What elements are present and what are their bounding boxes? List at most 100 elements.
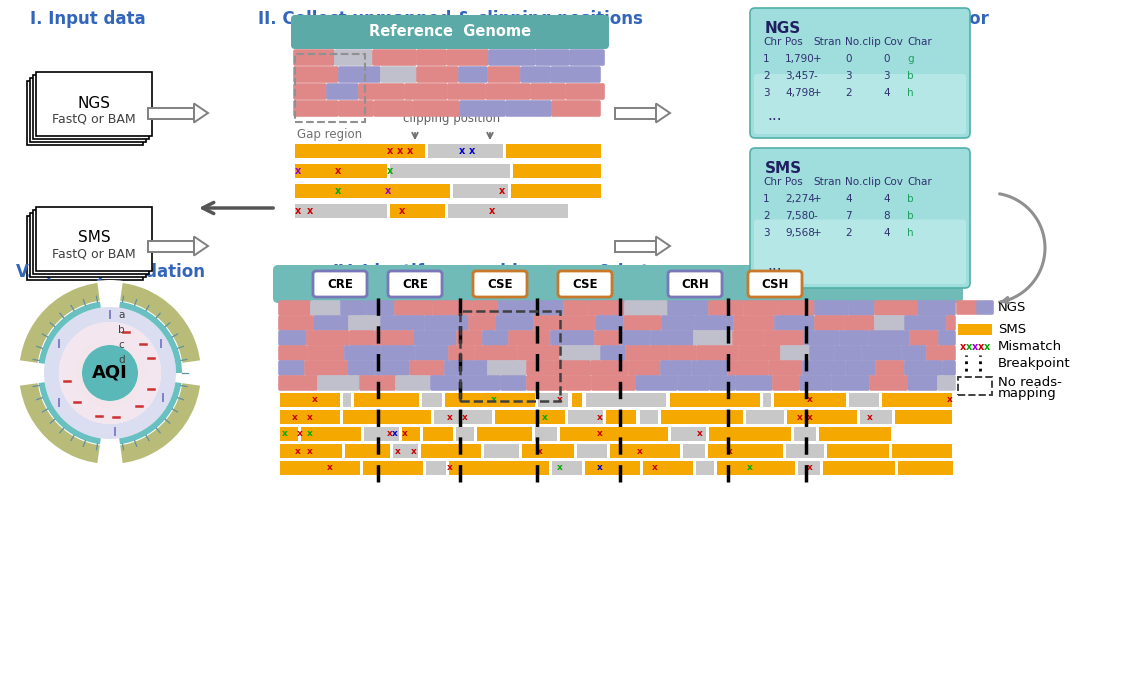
Bar xyxy=(301,427,360,441)
Bar xyxy=(643,461,693,475)
FancyBboxPatch shape xyxy=(533,315,560,331)
Bar xyxy=(794,427,816,441)
FancyBboxPatch shape xyxy=(412,100,459,117)
Bar xyxy=(696,461,714,475)
Text: CSE: CSE xyxy=(487,277,513,290)
FancyBboxPatch shape xyxy=(335,49,373,66)
FancyBboxPatch shape xyxy=(495,315,533,331)
Bar xyxy=(495,410,565,424)
Text: Cov: Cov xyxy=(883,37,903,47)
FancyBboxPatch shape xyxy=(810,345,834,361)
FancyBboxPatch shape xyxy=(374,330,413,346)
Text: x: x xyxy=(395,447,401,456)
Text: 2: 2 xyxy=(844,88,851,98)
FancyBboxPatch shape xyxy=(381,345,416,361)
FancyBboxPatch shape xyxy=(623,315,661,331)
Text: x: x xyxy=(960,342,966,352)
Text: I. Input data: I. Input data xyxy=(30,10,146,28)
Bar xyxy=(683,444,705,458)
FancyBboxPatch shape xyxy=(565,83,605,100)
Bar xyxy=(958,353,992,371)
Bar xyxy=(421,444,481,458)
FancyBboxPatch shape xyxy=(424,315,468,331)
FancyBboxPatch shape xyxy=(843,315,875,331)
Text: x: x xyxy=(537,447,542,456)
FancyBboxPatch shape xyxy=(33,210,149,274)
Text: g: g xyxy=(907,54,914,64)
Text: x: x xyxy=(387,429,393,439)
FancyBboxPatch shape xyxy=(527,360,554,376)
Text: x: x xyxy=(984,342,990,352)
FancyBboxPatch shape xyxy=(394,300,432,316)
FancyBboxPatch shape xyxy=(868,330,910,346)
Text: CSE: CSE xyxy=(573,277,597,290)
Wedge shape xyxy=(18,281,202,465)
Text: CRE: CRE xyxy=(402,277,428,290)
Text: x: x xyxy=(807,464,813,473)
FancyBboxPatch shape xyxy=(904,360,943,376)
Text: x: x xyxy=(307,206,313,216)
Text: +: + xyxy=(813,228,822,238)
Text: x: x xyxy=(411,447,417,456)
Bar xyxy=(363,461,423,475)
Text: Breakpoint: Breakpoint xyxy=(998,357,1070,370)
FancyBboxPatch shape xyxy=(564,300,588,316)
Bar xyxy=(585,461,640,475)
Wedge shape xyxy=(119,302,182,373)
Text: 7: 7 xyxy=(844,211,851,221)
Text: IV. Identify assembly errors & heterozygous position: IV. Identify assembly errors & heterozyg… xyxy=(332,263,827,281)
FancyBboxPatch shape xyxy=(317,375,359,391)
FancyBboxPatch shape xyxy=(448,345,475,361)
Text: 1: 1 xyxy=(763,194,769,204)
FancyBboxPatch shape xyxy=(432,300,473,316)
FancyBboxPatch shape xyxy=(750,148,970,288)
FancyBboxPatch shape xyxy=(565,375,592,391)
Text: Chr: Chr xyxy=(763,37,782,47)
Text: 3: 3 xyxy=(763,228,769,238)
Text: Char: Char xyxy=(907,37,932,47)
Polygon shape xyxy=(194,104,208,123)
Text: II. Collect unmapped & clipping positions: II. Collect unmapped & clipping position… xyxy=(257,10,642,28)
Bar xyxy=(280,393,340,407)
FancyBboxPatch shape xyxy=(710,375,736,391)
FancyBboxPatch shape xyxy=(875,360,905,376)
Wedge shape xyxy=(44,307,176,439)
FancyBboxPatch shape xyxy=(518,345,559,361)
FancyBboxPatch shape xyxy=(459,100,505,117)
FancyBboxPatch shape xyxy=(814,315,843,331)
FancyBboxPatch shape xyxy=(846,360,876,376)
Bar xyxy=(572,393,582,407)
FancyBboxPatch shape xyxy=(489,49,536,66)
Bar xyxy=(343,393,351,407)
Text: No.clip: No.clip xyxy=(844,177,880,187)
Bar xyxy=(670,393,760,407)
Text: x: x xyxy=(597,464,603,473)
FancyBboxPatch shape xyxy=(345,345,381,361)
FancyBboxPatch shape xyxy=(509,330,550,346)
Bar xyxy=(295,184,450,198)
Polygon shape xyxy=(656,104,670,123)
FancyBboxPatch shape xyxy=(348,315,381,331)
Bar xyxy=(456,427,474,441)
FancyBboxPatch shape xyxy=(447,83,486,100)
Bar xyxy=(354,393,419,407)
FancyBboxPatch shape xyxy=(831,375,870,391)
FancyBboxPatch shape xyxy=(693,330,733,346)
Text: CSH: CSH xyxy=(761,277,788,290)
Bar xyxy=(522,444,574,458)
FancyBboxPatch shape xyxy=(347,360,375,376)
Text: 8: 8 xyxy=(883,211,889,221)
Text: NGS: NGS xyxy=(998,301,1026,314)
Text: x: x xyxy=(335,166,341,176)
FancyBboxPatch shape xyxy=(381,315,424,331)
Bar xyxy=(882,393,952,407)
Bar xyxy=(393,444,418,458)
Text: x: x xyxy=(282,429,287,439)
FancyBboxPatch shape xyxy=(733,315,775,331)
Text: b: b xyxy=(118,325,125,335)
Bar xyxy=(402,427,420,441)
Bar xyxy=(345,444,390,458)
Wedge shape xyxy=(181,360,203,386)
FancyBboxPatch shape xyxy=(696,345,739,361)
FancyBboxPatch shape xyxy=(591,360,629,376)
